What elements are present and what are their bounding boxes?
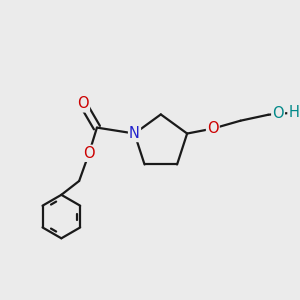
Text: O: O <box>207 121 219 136</box>
Text: O: O <box>272 106 284 121</box>
Text: O: O <box>77 96 89 111</box>
Text: H: H <box>288 105 299 120</box>
Text: N: N <box>129 126 140 141</box>
Text: O: O <box>83 146 95 161</box>
